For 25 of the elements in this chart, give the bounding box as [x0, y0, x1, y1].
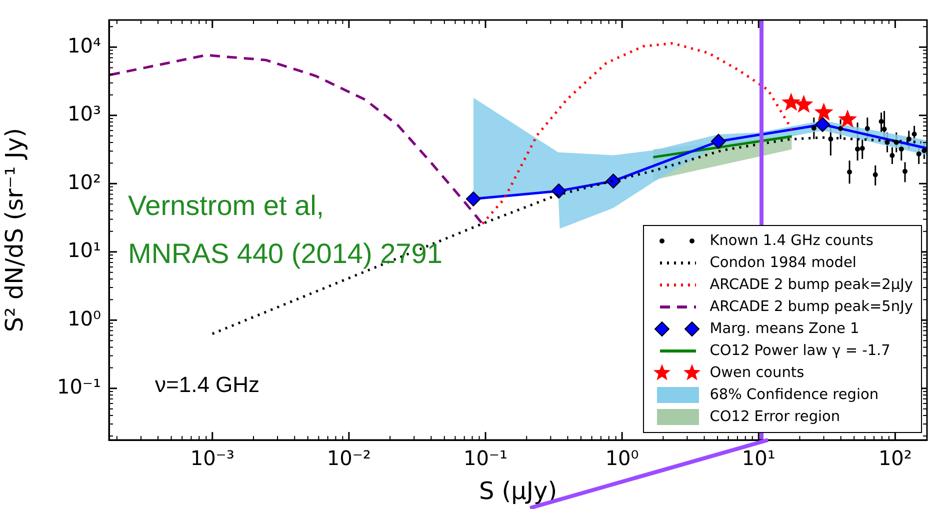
y-tick-label: 10⁴: [68, 33, 101, 58]
x-tick-label: 10²: [878, 446, 912, 470]
legend-label: Owen counts: [710, 364, 804, 383]
x-axis-title: S (μJy): [478, 476, 558, 505]
y-tick-label: 10²: [68, 170, 101, 194]
y-tick-label: 10⁻¹: [56, 374, 101, 399]
legend-label: ARCADE 2 bump peak=2μJy: [710, 276, 913, 295]
x-tick-label: 10⁻¹: [463, 446, 508, 470]
legend-label: Known 1.4 GHz counts: [710, 232, 874, 251]
x-tick-label: 10⁻²: [326, 446, 371, 470]
x-tick-label: 10¹: [742, 446, 776, 470]
legend-label: 68% Confidence region: [710, 386, 879, 405]
legend-label: CO12 Error region: [710, 408, 840, 427]
legend-label: Marg. means Zone 1: [710, 320, 860, 339]
x-tick-label: 10⁻³: [190, 446, 234, 470]
y-tick-label: 10³: [68, 102, 101, 126]
legend-label: ARCADE 2 bump peak=5nJy: [710, 298, 913, 317]
x-tick-label: 10⁰: [605, 446, 639, 470]
annotation: Vernstrom et al,: [128, 190, 324, 222]
y-tick-label: 10¹: [68, 238, 101, 262]
y-axis-title: S² dN/dS (sr⁻¹ Jy): [0, 128, 29, 332]
annotation: ν=1.4 GHz: [155, 372, 260, 398]
y-tick-label: 10⁰: [68, 306, 101, 330]
legend-label: Condon 1984 model: [710, 254, 856, 273]
legend-label: CO12 Power law γ = -1.7: [710, 342, 890, 361]
